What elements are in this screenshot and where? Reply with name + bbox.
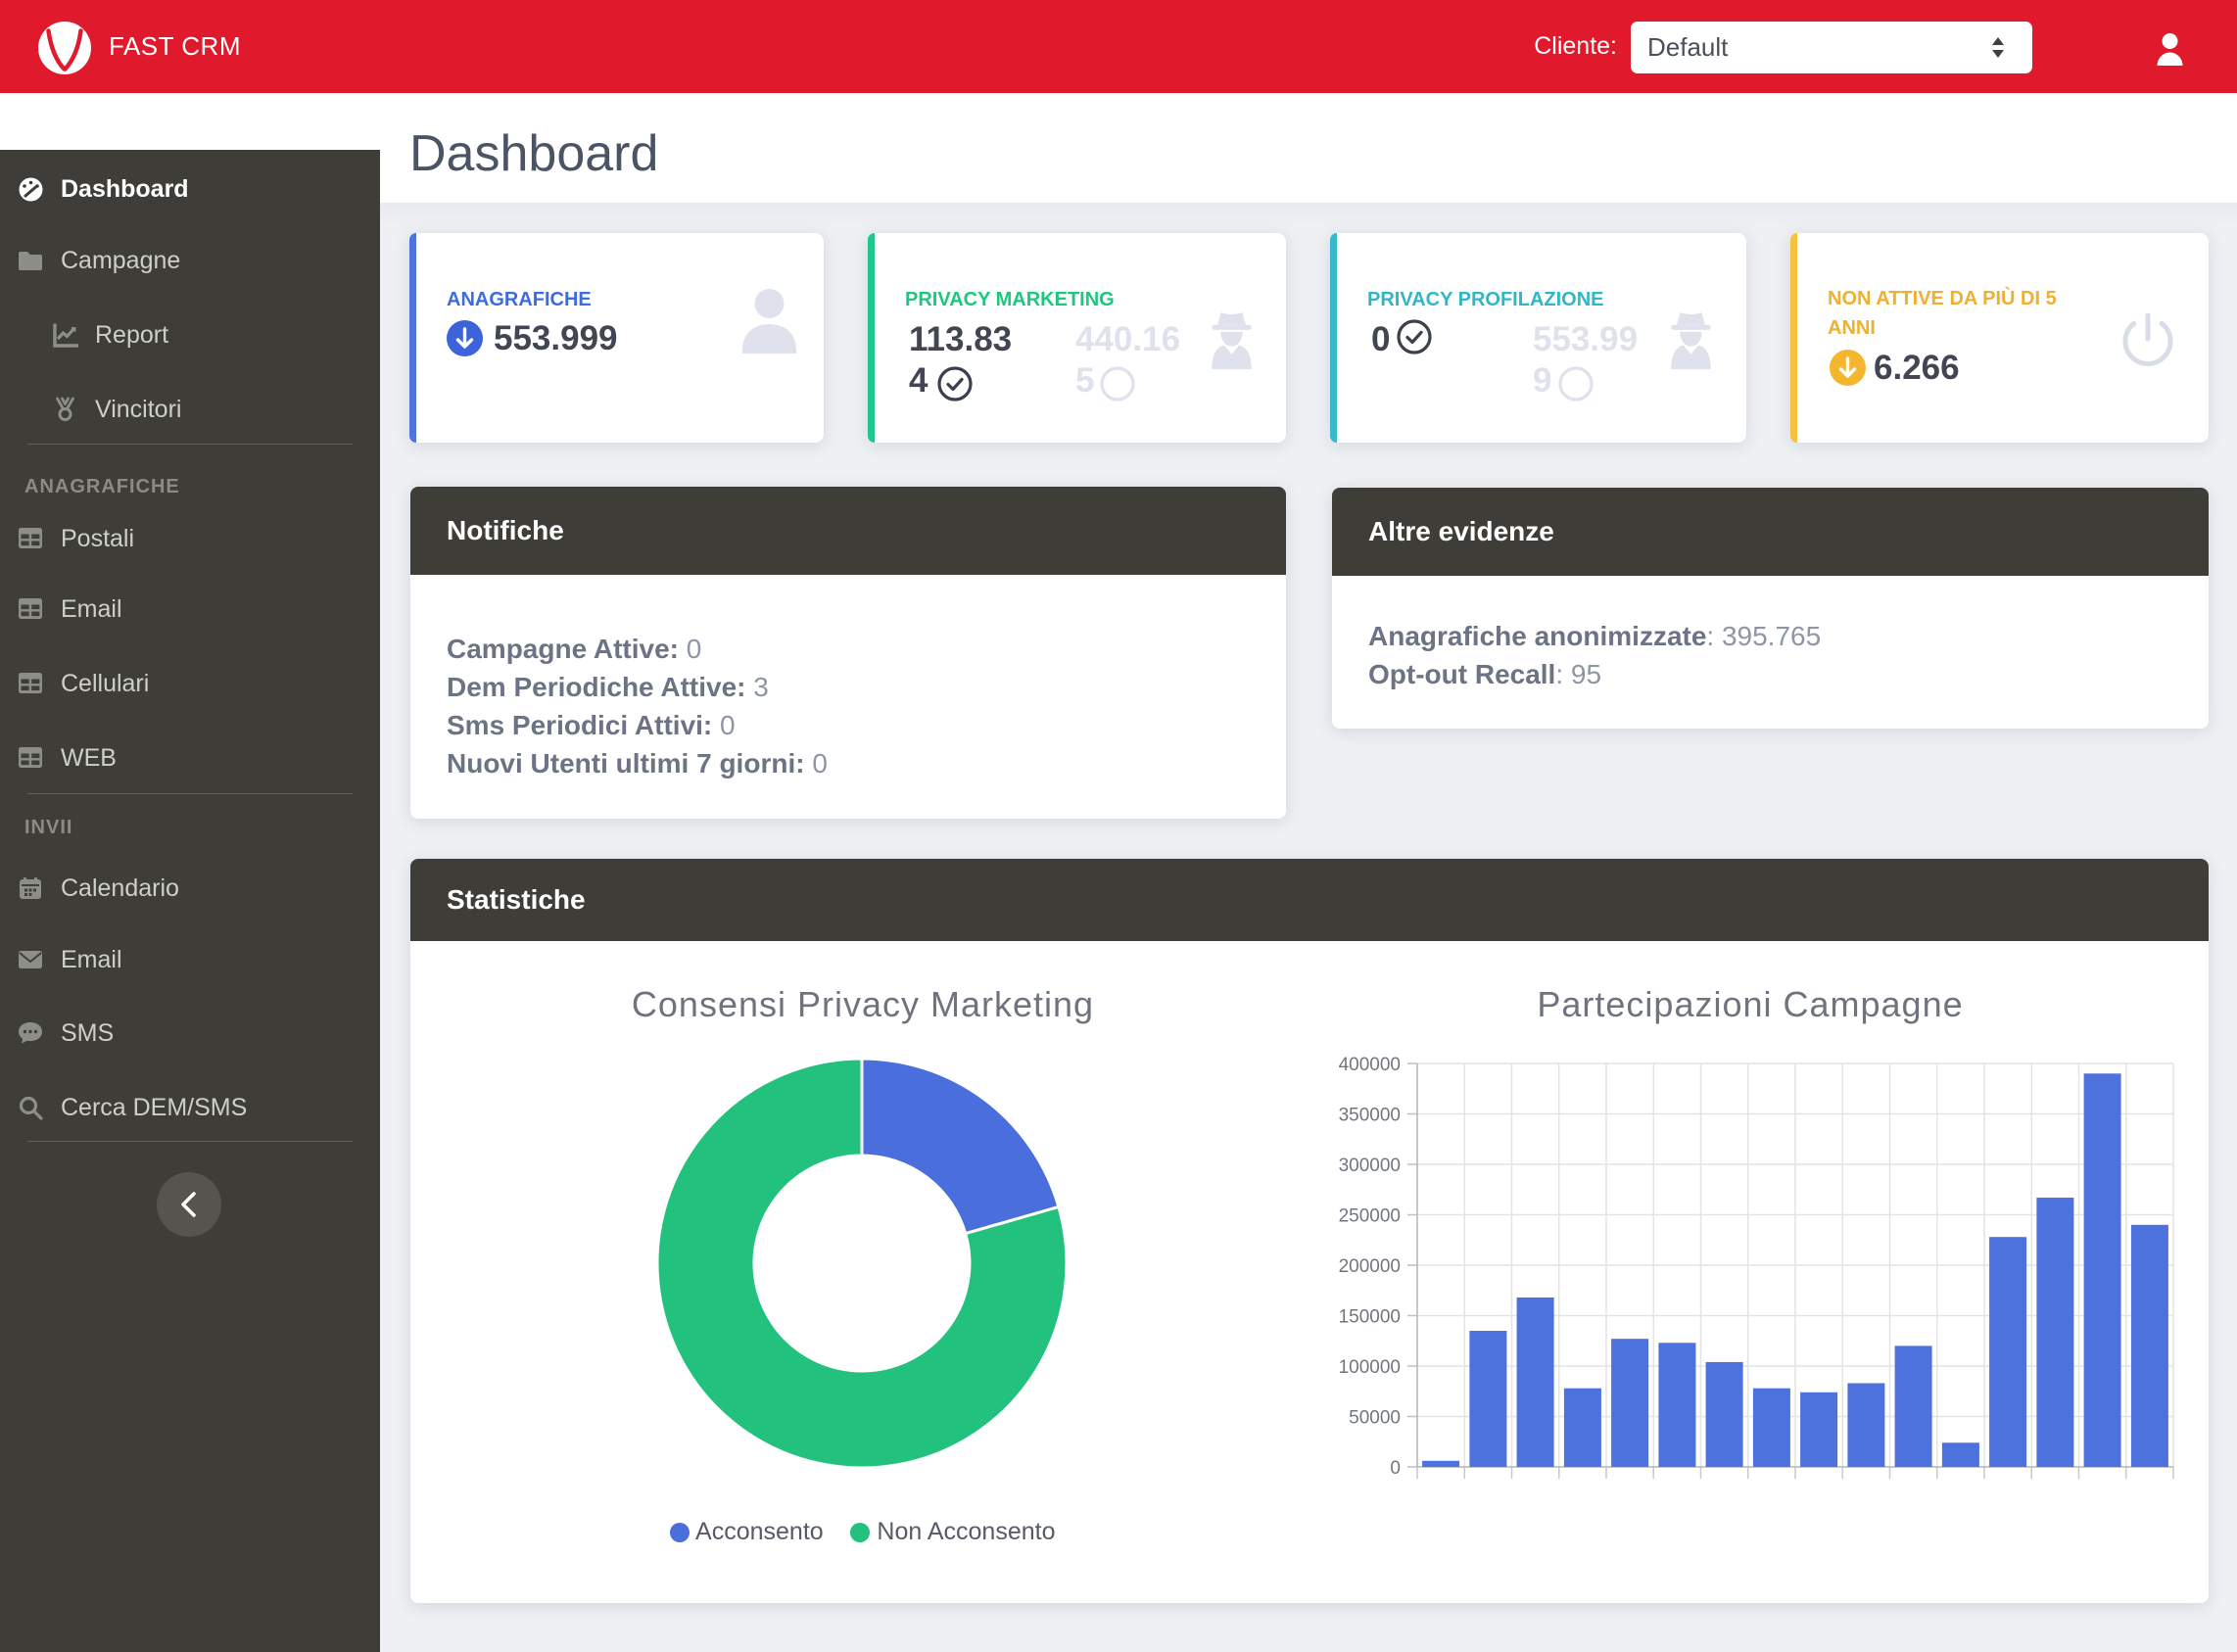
svg-text:350000: 350000	[1339, 1106, 1401, 1126]
svg-text:250000: 250000	[1339, 1206, 1401, 1227]
svg-text:150000: 150000	[1339, 1307, 1401, 1328]
svg-text:300000: 300000	[1339, 1156, 1401, 1176]
svg-text:200000: 200000	[1339, 1256, 1401, 1277]
svg-text:100000: 100000	[1339, 1357, 1401, 1378]
svg-text:400000: 400000	[1339, 1055, 1401, 1075]
svg-text:0: 0	[1390, 1458, 1401, 1479]
svg-text:50000: 50000	[1349, 1408, 1401, 1429]
